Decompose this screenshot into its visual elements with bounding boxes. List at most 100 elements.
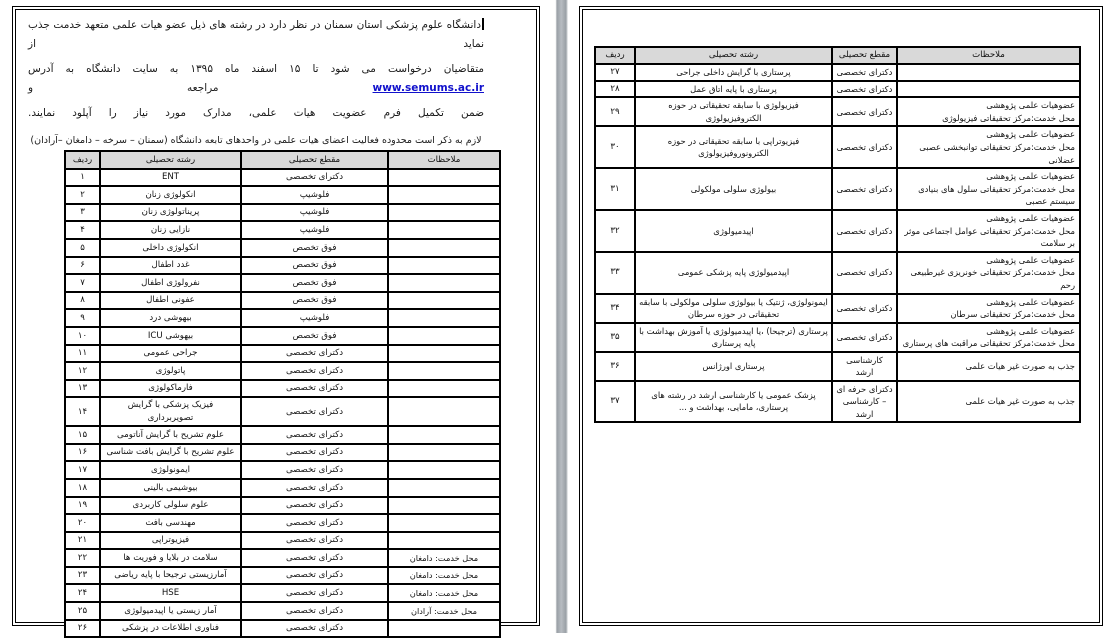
cell-degree: دکترای تخصصی <box>832 64 897 81</box>
table-row: فلوشیپ نازایی زنان ۴ <box>65 221 500 239</box>
cell-degree: فوق تخصص <box>241 291 388 310</box>
cell-row-number: ۲۶ <box>65 619 100 638</box>
cell-row-number: ۳۴ <box>595 293 635 323</box>
header-num: ردیف <box>65 151 100 169</box>
cell-row-number: ۲ <box>65 186 100 204</box>
cell-notes <box>388 514 500 532</box>
cell-field: بیوشیمی بالینی <box>100 478 241 497</box>
page-left: ملاحظات مقطع تحصیلی رشته تحصیلی ردیف دکت… <box>571 0 1119 633</box>
cell-notes <box>388 221 500 239</box>
table-left-body: دکترای تخصصی پرستاری با گرایش داخلی جراحی… <box>595 64 1080 422</box>
cell-row-number: ۳۵ <box>595 322 635 352</box>
cell-field: فناوری اطلاعات در پزشکی <box>100 619 241 638</box>
cell-field: پزشک عمومی یا کارشناسی ارشد در رشته های … <box>635 380 832 422</box>
cell-notes <box>388 203 500 222</box>
table-left-head: ملاحظات مقطع تحصیلی رشته تحصیلی ردیف <box>595 47 1080 64</box>
cell-notes: عضوهیات علمی پژوهشی محل خدمت:مرکز تحقیقات… <box>897 126 1080 169</box>
table-row: محل خدمت: دامغان دکترای تخصصی آمارزیستی تر… <box>65 566 500 585</box>
cell-degree: دکترای تخصصی <box>241 426 388 444</box>
table-row: دکترای تخصصی فیزیوتراپی ۲۱ <box>65 531 500 550</box>
cell-row-number: ۱۳ <box>65 379 100 398</box>
cell-notes: محل خدمت: دامغان <box>388 584 500 603</box>
cell-notes <box>388 344 500 363</box>
table-row: محل خدمت: آرادان دکترای تخصصی آمار زیستی ی… <box>65 602 500 620</box>
table-row: جذب به صورت غیر هیات علمی دکترای حرفه ای … <box>595 380 1080 422</box>
cell-degree: دکترای تخصصی <box>241 397 388 427</box>
cell-field: بیولوژی سلولی مولکولی <box>635 168 832 210</box>
cell-field: اپیدمیولوژی <box>635 209 832 252</box>
cell-notes <box>388 291 500 310</box>
cell-row-number: ۱۶ <box>65 443 100 462</box>
table-row: دکترای تخصصی علوم تشریح با گرایش بافت شنا… <box>65 443 500 462</box>
table-row: دکترای تخصصی جراحی عمومی ۱۱ <box>65 344 500 363</box>
header-degree: مقطع تحصیلی <box>832 47 897 64</box>
cell-row-number: ۲۸ <box>595 80 635 98</box>
cell-field: مهندسی بافت <box>100 514 241 532</box>
table-right-body: دکترای تخصصی ENT ۱ فلوشیپ انکولوژی زنان ۲ فلوش… <box>65 168 500 638</box>
cell-field: فیزیوتراپی <box>100 531 241 550</box>
cell-notes <box>388 326 500 345</box>
table-row: دکترای تخصصی علوم تشریح با گرایش آناتومی ۱… <box>65 426 500 444</box>
cell-field: پریناتولوژی زنان <box>100 203 241 222</box>
cell-row-number: ۱۷ <box>65 461 100 479</box>
table-header-row: ملاحظات مقطع تحصیلی رشته تحصیلی ردیف <box>65 151 500 169</box>
table-row: دکترای تخصصی بیوشیمی بالینی ۱۸ <box>65 478 500 497</box>
cell-degree: دکترای تخصصی <box>241 379 388 398</box>
text-caret-icon <box>482 18 484 30</box>
cell-row-number: ۲۳ <box>65 566 100 585</box>
table-row: فلوشیپ پریناتولوژی زنان ۳ <box>65 203 500 222</box>
cell-field: انکولوژی داخلی <box>100 238 241 257</box>
cell-degree: دکترای تخصصی <box>832 97 897 127</box>
cell-field: آمار زیستی یا اپیدمیولوژی <box>100 602 241 620</box>
cell-row-number: ۱۸ <box>65 478 100 497</box>
cell-degree: دکترای تخصصی <box>241 566 388 585</box>
cell-row-number: ۱۰ <box>65 326 100 345</box>
cell-field: عفونی اطفال <box>100 291 241 310</box>
cell-degree: دکترای تخصصی <box>241 443 388 462</box>
cell-field: فیزیوتراپی با سابقه تحقیقاتی در حوزه الک… <box>635 126 832 169</box>
cell-row-number: ۲۰ <box>65 514 100 532</box>
cell-row-number: ۳۳ <box>595 251 635 294</box>
cell-row-number: ۶ <box>65 256 100 275</box>
cell-degree: دکترای تخصصی <box>241 619 388 638</box>
table-row: فلوشیپ انکولوژی زنان ۲ <box>65 186 500 204</box>
header-notes: ملاحظات <box>388 151 500 169</box>
cell-row-number: ۵ <box>65 238 100 257</box>
cell-notes <box>388 397 500 427</box>
cell-field: فیزیک پزشکی با گرایش تصویربرداری <box>100 397 241 427</box>
table-row: دکترای تخصصی پرستاری با پایه اتاق عمل ۲۸ <box>595 80 1080 98</box>
cell-row-number: ۱۵ <box>65 426 100 444</box>
cell-degree: فلوشیپ <box>241 186 388 204</box>
intro-paragraph-2: متقاضیان درخواست می شود تا ۱۵ اسفند ماه … <box>28 60 484 98</box>
cell-notes: عضوهیات علمی پژوهشی محل خدمت:مرکز تحقیقات… <box>897 97 1080 127</box>
cell-degree: دکترای تخصصی <box>832 80 897 98</box>
cell-degree: فوق تخصص <box>241 238 388 257</box>
cell-notes <box>388 461 500 479</box>
table-row: دکترای تخصصی فارماکولوژی ۱۳ <box>65 379 500 398</box>
cell-degree: فوق تخصص <box>241 256 388 275</box>
cell-row-number: ۲۹ <box>595 97 635 127</box>
cell-degree: دکترای تخصصی <box>241 168 388 187</box>
cell-field: ENT <box>100 168 241 187</box>
table-row: عضوهیات علمی پژوهشی محل خدمت:مرکز تحقیقات… <box>595 97 1080 127</box>
cell-field: پرستاری (ترجیحا) ،یا اپیدمیولوژی یا آموز… <box>635 322 832 352</box>
cell-notes <box>388 496 500 515</box>
cell-row-number: ۱۲ <box>65 362 100 380</box>
cell-degree: دکترای تخصصی <box>241 344 388 363</box>
cell-field: بیهوشی درد <box>100 309 241 327</box>
table-row: فوق تخصص بیهوشی ICU ۱۰ <box>65 326 500 345</box>
cell-notes <box>388 478 500 497</box>
cell-notes: عضوهیات علمی پژوهشی محل خدمت:مرکز تحقیقات… <box>897 168 1080 210</box>
table-row: فوق تخصص نفرولوژی اطفال ۷ <box>65 274 500 292</box>
positions-table-right: ملاحظات مقطع تحصیلی رشته تحصیلی ردیف دکت… <box>64 150 501 638</box>
university-website-link[interactable]: www.semums.ac.ir <box>372 82 484 94</box>
cell-field: فیزیولوژی با سابقه تحقیقاتی در حوزه الکت… <box>635 97 832 127</box>
table-row: فوق تخصص انکولوژی داخلی ۵ <box>65 238 500 257</box>
cell-notes <box>388 362 500 380</box>
table-row: محل خدمت: دامغان دکترای تخصصی سلامت در بلا… <box>65 549 500 567</box>
table-row: فوق تخصص عفونی اطفال ۸ <box>65 291 500 310</box>
announcement-intro: دانشگاه علوم پزشکی استان سمنان در نظر دا… <box>28 16 484 171</box>
cell-degree: فلوشیپ <box>241 203 388 222</box>
cell-notes <box>388 186 500 204</box>
